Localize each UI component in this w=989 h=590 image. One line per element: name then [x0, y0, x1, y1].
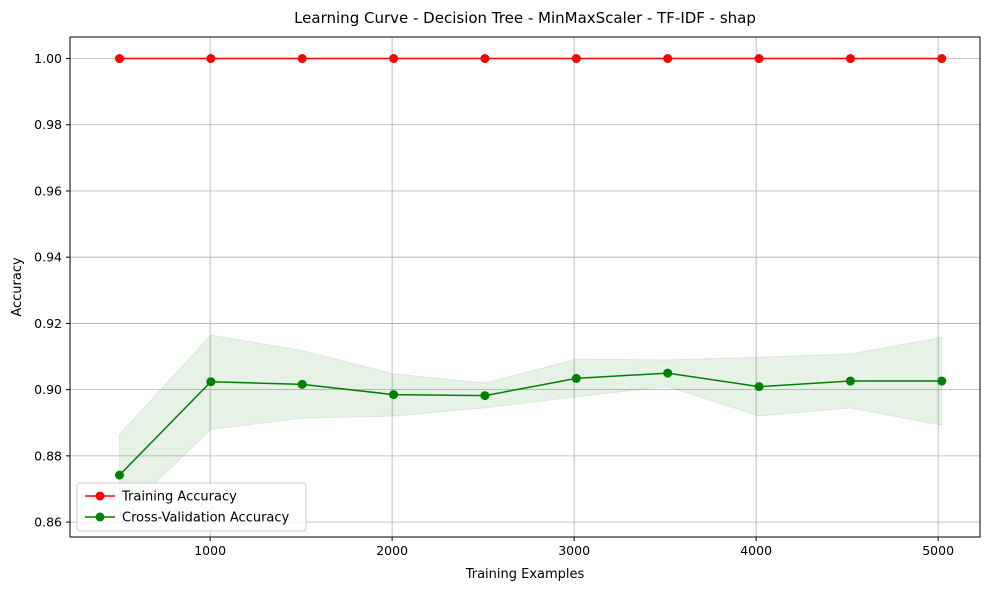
legend-marker-cv — [95, 512, 105, 522]
y-tick-label: 0.92 — [34, 316, 62, 331]
x-axis-label: Training Examples — [465, 567, 585, 582]
y-axis-ticks: 0.86 0.88 0.90 0.92 0.94 0.96 0.98 1.00 — [34, 51, 70, 530]
series-lines — [118, 57, 942, 476]
series-0-point — [297, 54, 307, 64]
series-0-point — [571, 54, 581, 64]
series-1-point — [571, 373, 581, 383]
legend-box — [76, 482, 307, 532]
series-1-band — [119, 334, 943, 519]
series-1-point — [754, 382, 764, 392]
series-0-point — [845, 54, 855, 64]
series-1-point — [663, 368, 673, 378]
x-axis-ticks: 1000 2000 3000 4000 5000 — [194, 537, 954, 558]
y-tick-label: 1.00 — [34, 51, 62, 66]
y-tick-label: 0.96 — [34, 183, 62, 198]
y-tick-label: 0.94 — [34, 250, 62, 265]
series-1-point — [389, 390, 399, 400]
grid — [70, 37, 980, 537]
x-tick-label: 2000 — [376, 543, 408, 558]
series-1-point — [297, 379, 307, 389]
y-axis-label: Accuracy — [10, 257, 25, 317]
legend-label-training: Training Accuracy — [121, 490, 237, 505]
x-tick-label: 3000 — [558, 543, 590, 558]
x-tick-label: 1000 — [194, 543, 226, 558]
series-0-point — [937, 54, 947, 64]
series-1-point — [115, 470, 125, 480]
series-0-point — [389, 54, 399, 64]
legend-marker-training — [95, 491, 105, 501]
x-tick-label: 4000 — [740, 543, 772, 558]
series-0-point — [206, 54, 216, 64]
y-tick-label: 0.88 — [34, 448, 62, 463]
y-tick-label: 0.98 — [34, 117, 62, 132]
series-1-line — [118, 372, 942, 476]
series-1-point — [937, 376, 947, 386]
series-1-point — [845, 376, 855, 386]
series-0-point — [480, 54, 490, 64]
plot-area-frame — [69, 36, 981, 538]
y-tick-label: 0.86 — [34, 515, 62, 530]
series-1-point — [480, 391, 490, 401]
series-0-point — [754, 54, 764, 64]
series-1-point — [206, 377, 216, 387]
chart-title: Learning Curve - Decision Tree - MinMaxS… — [294, 9, 756, 27]
series-0-point — [663, 54, 673, 64]
y-tick-label: 0.90 — [34, 382, 62, 397]
legend-label-cv: Cross-Validation Accuracy — [122, 511, 290, 526]
x-tick-label: 5000 — [922, 543, 954, 558]
series-0-point — [115, 54, 125, 64]
legend: Training Accuracy Cross-Validation Accur… — [76, 482, 307, 532]
series-markers — [115, 54, 947, 480]
